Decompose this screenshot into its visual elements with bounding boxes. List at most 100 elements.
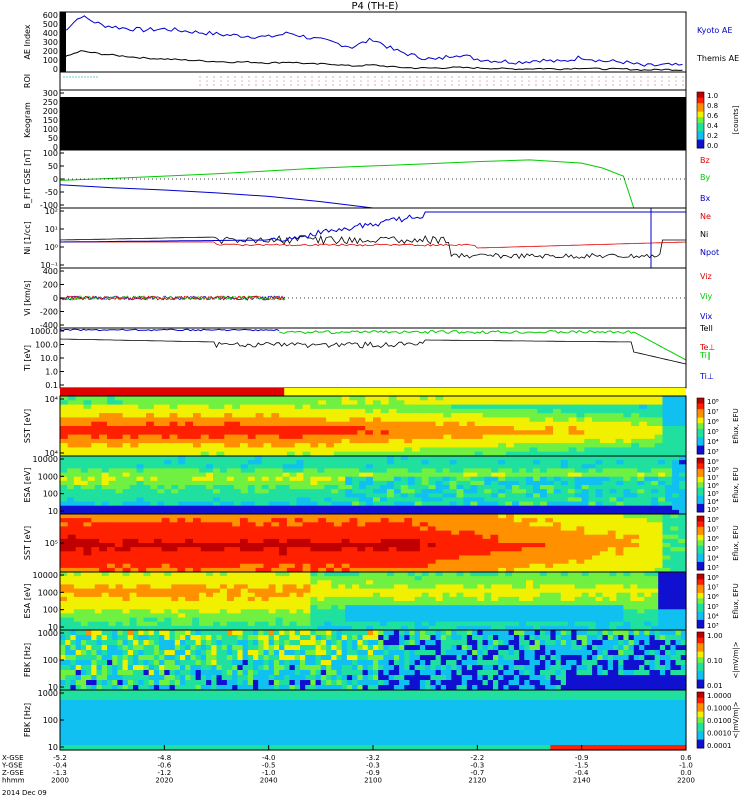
esa1-cell bbox=[616, 464, 624, 469]
esa1-cell bbox=[539, 505, 548, 511]
sst2-cell bbox=[255, 559, 264, 565]
sst1-cell bbox=[349, 430, 358, 436]
esa1-cell bbox=[567, 476, 576, 482]
esa1-cell bbox=[609, 501, 618, 507]
sst2-cell bbox=[247, 534, 257, 540]
sst2-cell bbox=[177, 522, 186, 527]
keogram-ylabel: Keogram bbox=[23, 102, 32, 138]
sst1-cell bbox=[451, 426, 460, 431]
sst1-cell bbox=[247, 443, 257, 448]
sst2-cell bbox=[419, 559, 429, 565]
esa1-cell bbox=[206, 485, 214, 490]
esa2-cell bbox=[338, 576, 346, 581]
sst2-cell bbox=[537, 543, 546, 548]
sst1-cell bbox=[271, 404, 280, 410]
esa2-cell bbox=[449, 580, 458, 585]
sst2-cell bbox=[560, 534, 570, 540]
sst2-cell bbox=[224, 538, 233, 544]
esa1-cell bbox=[310, 468, 318, 474]
sst1-cell bbox=[240, 443, 249, 448]
sst1-cell bbox=[615, 430, 624, 436]
esa1-cell bbox=[67, 472, 75, 478]
esa1-cell bbox=[456, 468, 465, 474]
esa1-cell bbox=[505, 485, 513, 490]
sst2-colorbar-cell bbox=[697, 518, 704, 522]
sst2-cell bbox=[404, 522, 413, 527]
sst1-cell bbox=[435, 430, 444, 436]
sst1-cell bbox=[91, 438, 100, 444]
sst1-cell bbox=[560, 438, 570, 444]
esa2-cell bbox=[60, 576, 68, 581]
sst1-cell bbox=[419, 438, 429, 444]
sst2-cell bbox=[240, 522, 249, 527]
esa1-cell bbox=[539, 485, 548, 490]
sst2-cell bbox=[678, 555, 687, 561]
sst2-cell bbox=[318, 563, 327, 569]
esa1-cell bbox=[317, 472, 325, 478]
sst1-cell bbox=[365, 417, 374, 423]
esa1-cell bbox=[623, 497, 631, 503]
esa1-cell bbox=[567, 509, 576, 515]
roi-dot bbox=[234, 80, 236, 82]
sst1-cell bbox=[200, 426, 210, 431]
esa1-cell bbox=[665, 464, 673, 469]
esa2-cell bbox=[73, 625, 82, 631]
sst1-cell bbox=[365, 396, 374, 401]
sst1-cell bbox=[60, 421, 69, 427]
esa1-cell bbox=[491, 493, 499, 498]
roi-dot bbox=[500, 76, 502, 78]
sst1-cell bbox=[599, 417, 609, 423]
esa1-cell bbox=[157, 489, 165, 494]
esa2-cell bbox=[393, 596, 402, 602]
sst1-cell bbox=[607, 451, 617, 457]
sst1-cell bbox=[623, 443, 632, 448]
sst2-cell bbox=[99, 514, 108, 519]
keogram-colorbar-cell bbox=[697, 145, 704, 149]
sst2-colorbar-cell bbox=[697, 551, 704, 555]
esa1-cell bbox=[268, 489, 277, 494]
sst1-cell bbox=[193, 413, 202, 418]
sst2-cell bbox=[169, 534, 178, 540]
esa1-cell bbox=[213, 485, 221, 490]
esa2-cell bbox=[171, 613, 179, 619]
esa1-cell bbox=[630, 509, 638, 515]
esa2-cell bbox=[449, 613, 458, 619]
esa2-cell bbox=[463, 609, 471, 614]
sst2-cell bbox=[553, 530, 562, 536]
sst1-colorbar-cell bbox=[697, 409, 704, 413]
esa1-cell bbox=[122, 509, 131, 515]
esa2-cell bbox=[470, 588, 478, 594]
esa1-cell bbox=[512, 472, 520, 478]
esa1-cell bbox=[240, 464, 249, 469]
esa1-cell bbox=[303, 501, 311, 507]
sst2-cell bbox=[404, 526, 413, 532]
esa1-cell bbox=[595, 489, 604, 494]
sst1-cell bbox=[459, 434, 468, 440]
esa1-cell bbox=[463, 476, 471, 482]
esa1-cell bbox=[449, 464, 458, 469]
esa1-cell bbox=[637, 493, 645, 498]
esa1-cell bbox=[477, 505, 485, 511]
sst2-cell bbox=[678, 547, 687, 552]
esa1-cell bbox=[67, 476, 75, 482]
esa1-cell bbox=[539, 472, 548, 478]
sst2-cell bbox=[654, 514, 664, 519]
esa1-cell bbox=[407, 456, 416, 461]
esa1-cell bbox=[679, 460, 687, 465]
esa1-cell bbox=[519, 480, 527, 486]
esa2-cell bbox=[498, 572, 506, 577]
esa1-colorbar-frame bbox=[696, 457, 705, 513]
sst2-cell bbox=[592, 530, 601, 536]
sst1-cell bbox=[404, 434, 413, 440]
esa2-cell bbox=[282, 617, 291, 623]
esa1-cell bbox=[178, 509, 186, 515]
sst2-cell bbox=[75, 534, 85, 540]
esa2-cell bbox=[519, 596, 527, 602]
esa1-cell bbox=[164, 485, 172, 490]
esa1-cell bbox=[539, 497, 548, 503]
esa2-cell bbox=[317, 592, 325, 598]
keogram-colorbar-tick: 0.2 bbox=[707, 132, 718, 140]
esa1-cell bbox=[310, 485, 318, 490]
sst1-cell bbox=[232, 404, 241, 410]
sst1-cell bbox=[373, 417, 382, 423]
